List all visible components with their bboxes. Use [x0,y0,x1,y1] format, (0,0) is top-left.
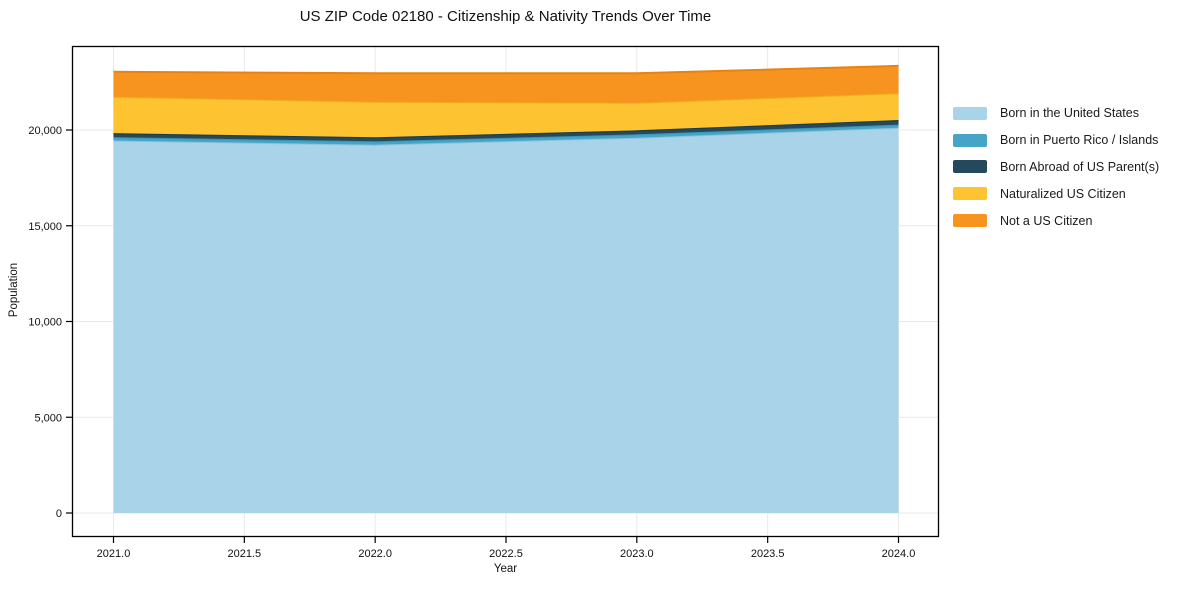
x-tick-label: 2022.5 [489,548,523,560]
legend-label: Not a US Citizen [1000,213,1093,228]
legend: Born in the United States Born in Puerto … [953,100,1159,234]
area-4 [113,93,899,138]
x-axis-title: Year [493,563,518,575]
legend-label: Born in the United States [1000,106,1139,121]
x-tick-label: 2021.0 [97,548,131,560]
legend-item-3: Born Abroad of US Parent(s) [953,154,1159,181]
area-3 [113,120,899,142]
x-tick-label: 2021.5 [228,548,262,560]
y-tick-label: 10,000 [28,317,62,329]
area-1 [113,127,899,513]
legend-item-5: Not a US Citizen [953,207,1159,234]
y-tick-label: 0 [56,508,62,520]
legend-swatch-icon [953,187,987,201]
legend-item-1: Born in the United States [953,100,1159,127]
y-tick-label: 20,000 [28,125,62,137]
x-tick-label: 2022.0 [358,548,392,560]
area-line-5 [113,64,899,75]
area-5 [113,65,899,103]
x-tick-label: 2024.0 [882,548,916,560]
y-axis-title: Population [8,262,20,318]
chart-title: US ZIP Code 02180 - Citizenship & Nativi… [299,8,712,25]
legend-label: Born Abroad of US Parent(s) [1000,159,1160,174]
legend-swatch-icon [953,133,987,147]
legend-item-2: Born in Puerto Rico / Islands [953,127,1159,154]
legend-swatch-icon [953,160,987,174]
y-tick-label: 15,000 [28,221,62,233]
y-tick-label: 5,000 [34,412,62,424]
plot-border [71,45,940,538]
legend-swatch-icon [953,106,987,120]
legend-label: Naturalized US Citizen [1000,186,1126,201]
legend-swatch-icon [953,214,987,228]
x-tick-label: 2023.5 [751,548,785,560]
legend-item-4: Naturalized US Citizen [953,180,1159,207]
legend-label: Born in Puerto Rico / Islands [1000,133,1159,148]
area-2 [113,124,899,145]
x-tick-label: 2023.0 [620,548,654,560]
